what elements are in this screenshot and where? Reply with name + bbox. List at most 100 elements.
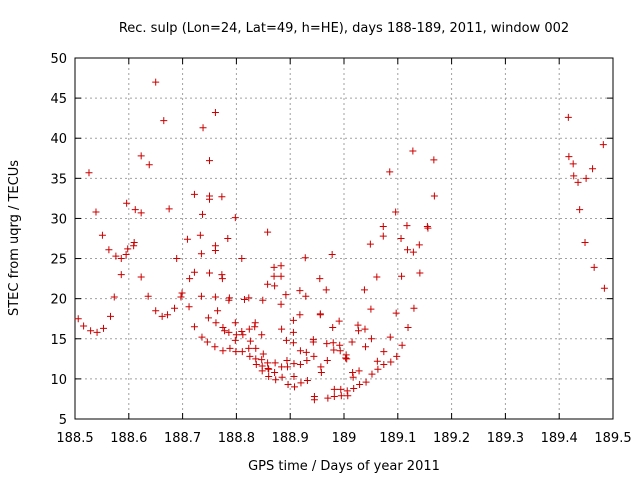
data-point <box>330 346 338 354</box>
x-axis-label: GPS time / Days of year 2011 <box>248 459 440 474</box>
data-point <box>589 165 597 173</box>
data-point <box>343 355 351 363</box>
data-point <box>137 152 145 160</box>
data-point <box>80 322 88 330</box>
data-point <box>265 372 273 380</box>
data-point <box>397 235 405 242</box>
data-point <box>284 381 292 389</box>
data-point <box>252 344 260 352</box>
data-point <box>283 356 291 364</box>
data-point <box>290 372 298 380</box>
data-point <box>98 231 106 239</box>
data-point <box>336 347 344 355</box>
data-point <box>302 292 310 300</box>
data-point <box>415 241 423 249</box>
chart-title: Rec. sulp (Lon=24, Lat=49, h=HE), days 1… <box>119 21 569 36</box>
x-tick-label: 188.8 <box>218 431 255 446</box>
data-point <box>206 192 213 200</box>
data-point <box>203 338 211 346</box>
x-tick-label: 188.5 <box>56 431 93 446</box>
data-point <box>361 325 369 333</box>
data-point <box>112 252 120 260</box>
y-tick-label: 15 <box>50 333 67 348</box>
data-point <box>238 328 246 336</box>
data-point <box>219 347 227 355</box>
y-tick-label: 45 <box>50 92 67 107</box>
data-point <box>218 271 226 279</box>
data-point <box>190 323 198 331</box>
data-point <box>232 331 240 339</box>
data-point <box>410 304 418 312</box>
data-point <box>356 381 364 389</box>
data-point <box>271 282 279 290</box>
data-point <box>342 351 350 359</box>
data-point <box>335 317 343 325</box>
data-point <box>211 343 219 351</box>
x-tick-label: 189.1 <box>379 431 416 446</box>
x-tick-label: 188.6 <box>110 431 147 446</box>
data-point <box>117 255 125 263</box>
data-point <box>206 269 213 277</box>
data-point <box>178 289 186 297</box>
x-tick-label: 189.5 <box>594 431 631 446</box>
data-point <box>204 314 212 322</box>
data-point <box>219 324 227 332</box>
data-point <box>265 365 273 373</box>
data-point <box>284 363 292 371</box>
data-point <box>354 321 362 329</box>
data-point <box>258 356 266 364</box>
data-point <box>278 373 286 381</box>
data-point <box>581 239 589 247</box>
data-point <box>214 307 222 315</box>
data-point <box>328 251 336 259</box>
data-point <box>238 348 246 356</box>
data-point <box>362 378 370 386</box>
data-point <box>409 147 417 155</box>
data-point <box>424 224 432 232</box>
data-point <box>264 280 272 288</box>
data-point <box>336 341 344 349</box>
data-point <box>277 300 285 308</box>
data-point <box>190 268 198 276</box>
data-point <box>278 363 286 371</box>
data-point <box>278 325 286 333</box>
data-point <box>272 376 280 384</box>
data-point <box>296 347 304 355</box>
data-point <box>190 190 198 198</box>
data-point <box>87 327 95 335</box>
x-tick-label: 189 <box>332 431 357 446</box>
data-point <box>277 272 285 280</box>
data-point <box>277 262 285 270</box>
data-point <box>337 392 345 400</box>
data-point <box>296 360 304 368</box>
data-point <box>403 222 411 230</box>
data-point <box>264 228 272 236</box>
data-point <box>310 396 318 404</box>
data-point <box>600 284 608 292</box>
data-point <box>171 304 179 312</box>
data-point <box>93 328 101 336</box>
data-point <box>198 333 206 341</box>
data-point <box>110 293 118 301</box>
data-point <box>337 385 345 393</box>
data-point <box>303 376 311 384</box>
data-point <box>310 352 318 360</box>
data-point <box>322 286 330 294</box>
y-tick-label: 5 <box>59 413 67 428</box>
data-point <box>330 393 338 401</box>
data-point <box>173 255 181 263</box>
data-point <box>379 222 387 230</box>
data-point <box>165 205 173 213</box>
data-point <box>196 231 204 239</box>
data-point <box>430 192 438 200</box>
data-point <box>316 275 324 283</box>
data-point <box>123 199 131 207</box>
data-point <box>367 335 375 343</box>
data-point <box>368 370 376 378</box>
data-point <box>323 340 331 348</box>
data-point <box>290 360 298 368</box>
data-points <box>74 78 608 404</box>
data-point <box>569 160 577 168</box>
data-point <box>252 355 260 363</box>
data-point <box>570 172 578 180</box>
